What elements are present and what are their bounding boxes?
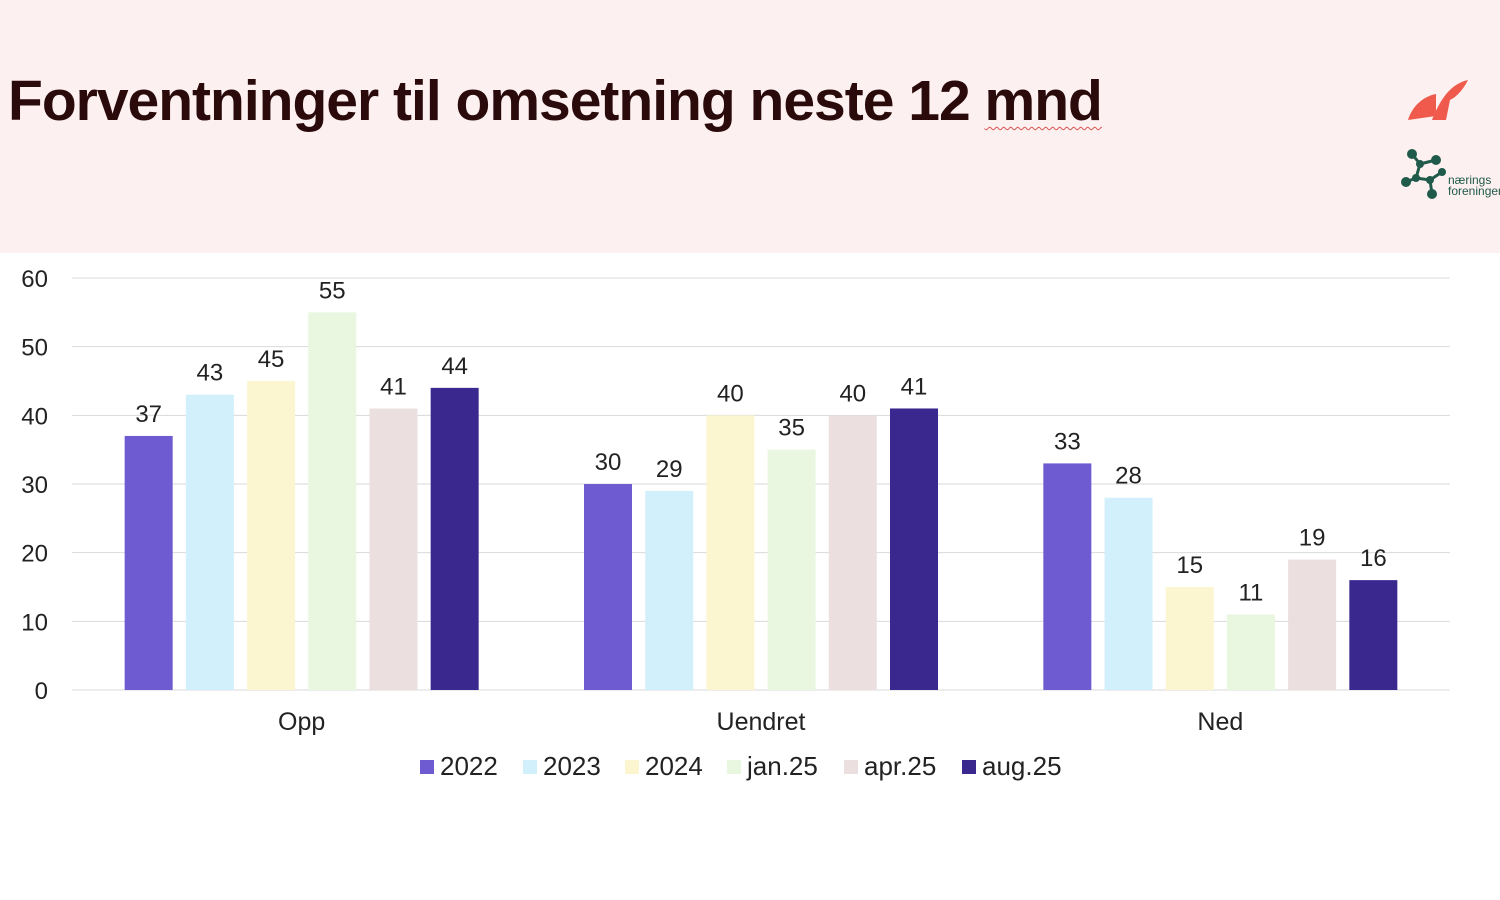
bar [767,449,816,690]
data-label: 30 [595,449,622,476]
legend-label: 2024 [645,751,703,781]
data-label: 55 [319,277,346,304]
data-label: 44 [441,353,468,380]
data-label: 45 [258,346,285,373]
y-tick-label: 10 [21,609,48,636]
bar [1349,580,1398,690]
legend-label: aug.25 [982,751,1062,781]
association-logo-icon: nærings foreningen [1401,149,1500,199]
bar [185,394,234,690]
bar [1288,559,1337,690]
data-label: 37 [135,401,162,428]
bar [247,381,296,690]
data-label: 11 [1238,579,1263,606]
bar [828,415,877,690]
category-labels: Opp Uendret Ned [278,708,1243,736]
y-tick-label: 0 [35,678,48,705]
bar [124,435,173,690]
page-title-last-word: mnd [984,69,1103,133]
bar [308,312,357,690]
legend: 2022 2023 2024 jan.25 apr.25 aug.25 [420,751,1062,781]
data-label: 43 [197,360,224,387]
page-title-main: Forventninger til omsetning neste 12 [8,69,971,133]
page-title: Forventninger til omsetning neste 12 mnd [8,68,1103,134]
brand-logo-icon [1408,80,1468,120]
data-label: 40 [717,380,744,407]
bar [1043,463,1092,690]
legend-label: jan.25 [746,751,818,781]
y-tick-label: 60 [21,266,48,293]
legend-swatch [962,760,976,774]
data-label: 40 [839,380,866,407]
data-label: 15 [1176,552,1203,579]
legend-label: 2023 [543,751,601,781]
legend-swatch [844,760,858,774]
bar [584,484,632,690]
category-label: Uendret [717,708,806,736]
data-label: 29 [656,456,683,483]
bar [1165,587,1214,690]
bars [124,312,1398,690]
data-label: 41 [901,373,928,400]
legend-swatch [727,760,741,774]
y-axis-ticks: 0 10 20 30 40 50 60 [21,266,48,705]
data-label: 33 [1054,428,1081,455]
data-label: 35 [778,415,805,442]
bar [430,387,479,690]
data-labels: 37 43 45 55 41 44 30 29 40 35 40 41 33 28 15 11 19 16 [135,277,1386,606]
y-tick-label: 40 [21,403,48,430]
legend-label: 2022 [440,751,498,781]
title-banner: Forventninger til omsetning neste 12 mnd… [0,0,1500,253]
bar [1226,614,1275,690]
association-logo-text-1: nærings [1448,173,1491,187]
y-tick-label: 20 [21,541,48,568]
bar-chart: 0 10 20 30 40 50 60 37 43 45 55 41 44 30 29 40 35 40 41 33… [21,266,1450,781]
data-label: 19 [1299,525,1326,552]
bar [890,408,938,690]
y-tick-label: 50 [21,335,48,362]
data-label: 16 [1360,545,1387,572]
y-tick-label: 30 [21,472,48,499]
bar [645,490,694,690]
bar [369,408,418,690]
legend-label: apr.25 [864,751,936,781]
legend-swatch [625,760,639,774]
bar [706,415,755,690]
legend-swatch [420,760,434,774]
data-label: 28 [1115,463,1142,490]
bar [1104,497,1153,690]
association-logo-text-2: foreningen [1448,184,1500,198]
gridlines [72,277,1450,691]
category-label: Opp [278,708,325,736]
category-label: Ned [1197,708,1243,736]
data-label: 41 [380,373,407,400]
legend-swatch [523,760,537,774]
